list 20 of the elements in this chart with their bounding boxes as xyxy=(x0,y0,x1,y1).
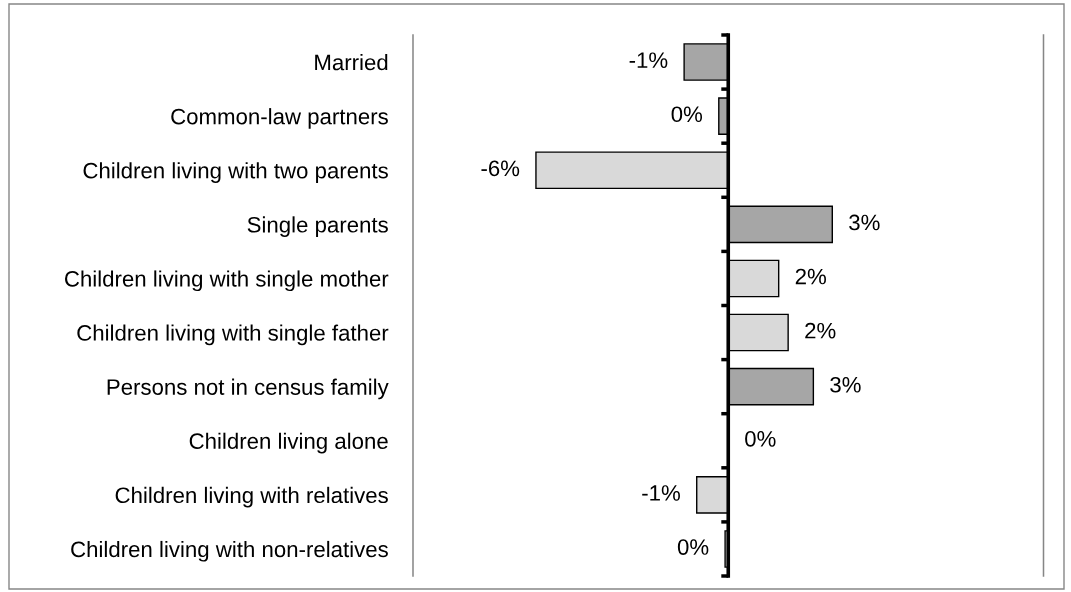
y-tick-label: Children living with single mother xyxy=(65,270,389,292)
data-label: 3% xyxy=(830,376,861,393)
y-tick-label: Single parents xyxy=(247,216,388,238)
data-label: 0% xyxy=(671,106,703,123)
data-label: -6% xyxy=(481,160,520,177)
data-label: 0% xyxy=(745,430,776,447)
data-label: 2% xyxy=(795,268,826,285)
y-tick-label: Common-law partners xyxy=(171,108,388,129)
data-label: 2% xyxy=(805,322,836,339)
y-tick-label: Children living with relatives xyxy=(115,486,388,508)
data-label: 0% xyxy=(677,539,709,555)
y-tick-label: Children living with two parents xyxy=(83,162,388,183)
y-tick-label: Children living alone xyxy=(189,432,388,454)
data-label: -1% xyxy=(629,52,668,68)
y-tick-label: Children living with non-relatives xyxy=(71,540,388,562)
y-tick-label: Children living with single father xyxy=(77,324,389,346)
y-tick-label: Persons not in census family xyxy=(107,378,389,400)
data-label: 3% xyxy=(849,214,880,231)
y-tick-label: Married xyxy=(315,54,388,71)
data-label: -1% xyxy=(642,485,680,501)
